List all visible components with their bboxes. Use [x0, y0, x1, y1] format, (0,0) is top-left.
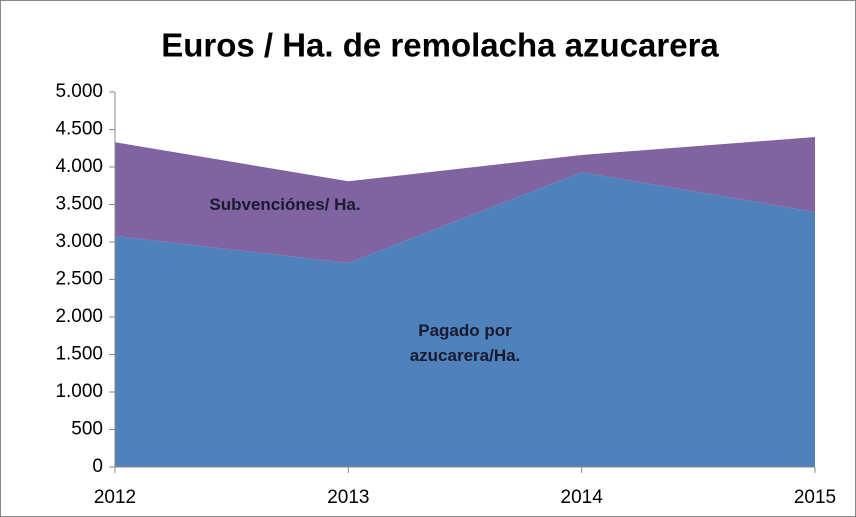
- y-tick-label: 2.500: [55, 269, 103, 290]
- y-tick-label: 1.500: [55, 344, 103, 365]
- y-tick-label: 2.000: [55, 306, 103, 327]
- y-tick-label: 1.000: [55, 381, 103, 402]
- series-label: Pagado por azucarera/Ha.: [409, 321, 521, 365]
- y-tick-label: 4.000: [55, 156, 103, 177]
- series-label: Subvenciónes/ Ha.: [209, 195, 361, 214]
- y-tick-label: 5.000: [55, 81, 103, 102]
- y-tick-label: 0: [92, 456, 103, 477]
- x-tick-label: 2014: [561, 487, 604, 508]
- y-tick-label: 3.500: [55, 194, 103, 215]
- area: [115, 137, 815, 263]
- chart-title: Euros / Ha. de remolacha azucarera: [161, 27, 719, 64]
- y-tick-label: 4.500: [55, 119, 103, 140]
- x-tick-label: 2012: [94, 487, 136, 508]
- y-tick-label: 3.000: [55, 231, 103, 252]
- area: [115, 172, 815, 467]
- x-tick-label: 2013: [327, 487, 369, 508]
- y-tick-label: 500: [71, 419, 103, 440]
- x-tick-label: 2015: [794, 487, 836, 508]
